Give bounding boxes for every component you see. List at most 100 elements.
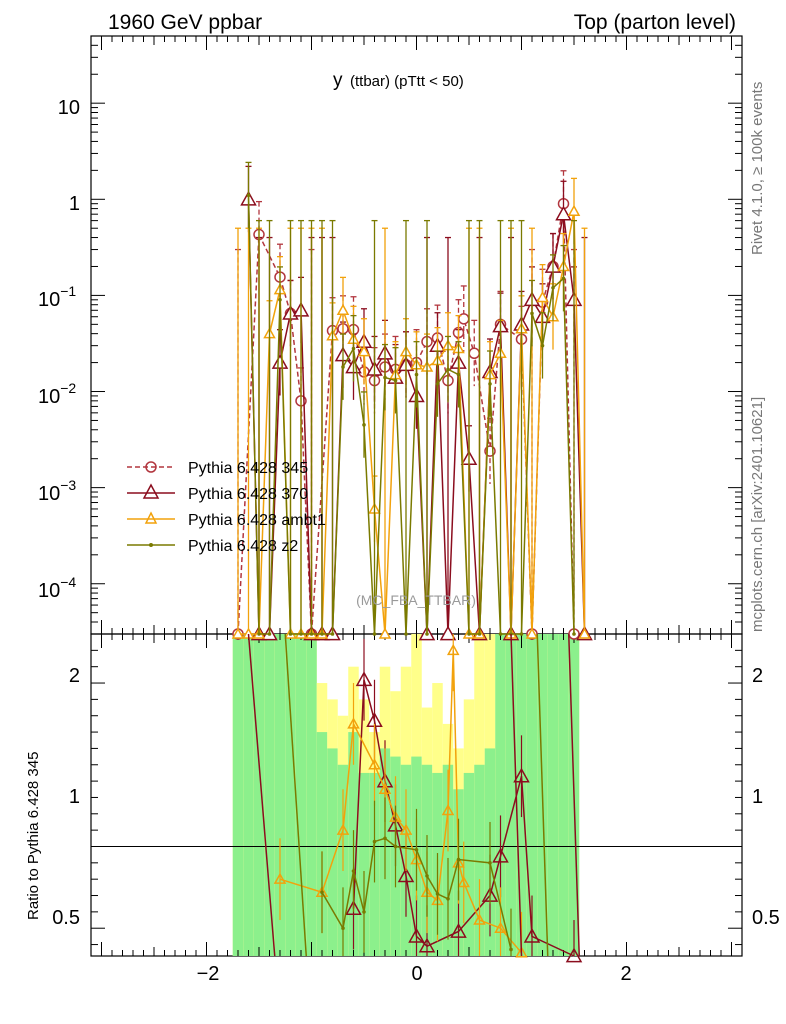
rivet-version-label: Rivet 4.1.0, ≥ 100k events — [749, 82, 766, 255]
series-line — [237, 203, 575, 635]
ratio-point — [523, 927, 541, 943]
y-tick-exp: −4 — [60, 574, 76, 590]
y-tick-base: 10 — [38, 483, 60, 505]
ratio-line — [321, 837, 512, 950]
ratio-point — [355, 671, 373, 687]
data-point — [351, 346, 356, 351]
x-tick-label-2: 2 — [620, 963, 631, 985]
data-point — [446, 367, 450, 372]
ratio-point — [565, 947, 583, 963]
ratio-point — [408, 927, 425, 943]
data-point — [456, 372, 461, 377]
ratio-line — [279, 650, 523, 954]
data-point — [309, 632, 314, 636]
ratio-spike-line — [510, 633, 523, 957]
ratio-point — [393, 844, 398, 849]
plot-title-sub: (ttbar) (pTtt < 50) — [350, 73, 464, 90]
data-point — [425, 632, 429, 636]
data-point — [578, 627, 591, 639]
data-point — [257, 632, 261, 636]
green-band-bin — [358, 772, 370, 956]
data-point — [393, 378, 398, 383]
ratio-point — [362, 910, 366, 914]
x-tick-label-0: 0 — [411, 963, 422, 985]
green-band-bin — [316, 732, 328, 956]
ratio-point — [492, 847, 509, 863]
data-point — [278, 298, 282, 302]
x-tick-label-neg2: −2 — [197, 963, 220, 985]
ratio-point — [368, 758, 381, 770]
ratio-point — [336, 823, 350, 835]
green-band-bin — [526, 634, 538, 956]
ratio-y-axis-label: Ratio to Pythia 6.428 345 — [25, 752, 42, 920]
ratio-tick-label-right-1: 1 — [752, 786, 763, 808]
ratio-point — [378, 782, 392, 795]
x-tick-labels: −2 0 2 — [197, 963, 632, 985]
data-point — [561, 276, 566, 281]
data-point — [477, 632, 482, 636]
y-tick-exp: −3 — [60, 477, 76, 493]
y-tick-base: 10 — [38, 386, 60, 408]
data-point — [555, 205, 572, 221]
plot-title-main: y — [333, 70, 343, 91]
data-point — [336, 303, 350, 316]
ratio-y-tick-labels: 2 1 0.5 2 1 0.5 — [52, 665, 780, 929]
data-point — [519, 632, 524, 636]
y-tick-label-1e-2: 10−2 — [38, 380, 76, 408]
ratio-point — [425, 874, 429, 878]
ratio-point — [450, 922, 467, 938]
data-point — [271, 354, 289, 369]
green-band-bin — [285, 634, 296, 956]
data-point — [525, 627, 539, 639]
green-band-bin — [306, 634, 317, 956]
data-point — [498, 632, 503, 636]
ratio-point — [441, 803, 455, 816]
data-point — [536, 291, 549, 303]
ratio-point — [341, 926, 345, 931]
ratio-point — [347, 717, 360, 729]
green-band-bin — [505, 634, 517, 956]
header-left: 1960 GeV ppbar — [108, 11, 262, 34]
data-point — [330, 632, 335, 636]
green-band-bin — [327, 748, 338, 956]
green-band-bin — [274, 634, 286, 956]
header-right: Top (parton level) — [574, 11, 736, 34]
ratio-point — [446, 896, 450, 901]
ratio-point — [446, 643, 460, 656]
ratio-point — [320, 890, 324, 895]
data-point — [435, 382, 440, 386]
ratio-point — [397, 867, 415, 883]
ratio-point — [372, 839, 377, 844]
ratio-point — [509, 947, 513, 952]
data-point — [372, 632, 377, 636]
ratio-spike-line — [247, 633, 276, 957]
y-tick-base: 10 — [38, 580, 60, 602]
data-point — [572, 632, 576, 636]
ratio-spike-line — [284, 633, 307, 957]
green-band-bin — [463, 772, 475, 956]
green-band-bin — [495, 634, 506, 956]
data-point — [567, 204, 581, 217]
ratio-point — [513, 767, 530, 783]
data-point — [231, 627, 245, 639]
ratio-point — [418, 937, 436, 953]
data-point — [341, 365, 345, 369]
data-point — [540, 343, 545, 348]
ratio-spike-line — [568, 633, 580, 957]
data-point — [383, 375, 387, 380]
y-tick-label-10: 10 — [58, 97, 80, 119]
analysis-watermark: (MC_FBA_TTBAR) — [356, 592, 476, 608]
mcplots-label: mcplots.cern.ch [arXiv:2401.10621] — [749, 397, 766, 632]
y-tick-base: 10 — [38, 289, 60, 311]
data-point — [357, 345, 371, 357]
ratio-point — [435, 892, 440, 896]
y-tick-label-1e-4: 10−4 — [38, 574, 76, 602]
ratio-point — [457, 875, 471, 888]
ratio-tick-label-right-0.5: 0.5 — [752, 907, 780, 929]
legend-label: Pythia 6.428 z2 — [188, 538, 298, 555]
legend-item-ambt1: Pythia 6.428 ambt1 — [127, 511, 326, 529]
legend-label: Pythia 6.428 ambt1 — [188, 512, 326, 529]
data-point — [488, 382, 492, 386]
data-point — [267, 632, 272, 636]
